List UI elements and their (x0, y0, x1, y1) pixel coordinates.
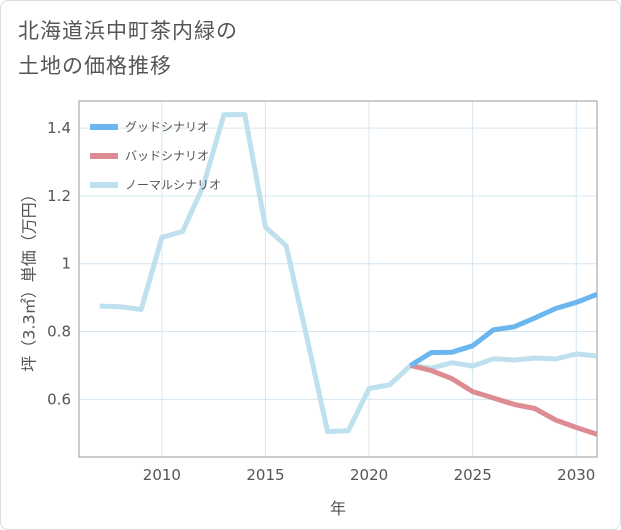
chart-title-line-1: 北海道浜中町茶内緑の (18, 19, 238, 43)
chart-title: 北海道浜中町茶内緑の 土地の価格推移 (18, 14, 238, 84)
x-tick-label: 2020 (350, 466, 388, 484)
legend-label: グッドシナリオ (125, 120, 209, 134)
grid (79, 101, 597, 457)
x-tick-label: 2030 (557, 466, 595, 484)
chart-title-line-2: 土地の価格推移 (18, 54, 172, 78)
plot-area-border (78, 100, 598, 458)
y-axis-title: 坪（3.3㎡）単価（万円） (20, 186, 39, 371)
y-tick-label: 1 (61, 255, 71, 273)
x-tick-label: 2010 (143, 466, 181, 484)
series-line-1 (409, 363, 598, 437)
y-tick-label: 1.4 (47, 119, 71, 137)
tick-labels: 2010 2015 2020 2025 2030 0.6 0.8 1 1.2 1.4 (47, 119, 595, 484)
series-line-2 (99, 112, 598, 435)
legend-label: ノーマルシナリオ (125, 178, 221, 192)
y-tick-label: 0.8 (47, 323, 71, 341)
series-line-0 (409, 291, 598, 368)
x-axis-title: 年 (330, 499, 346, 518)
x-tick-label: 2025 (454, 466, 492, 484)
x-tick-label: 2015 (246, 466, 284, 484)
legend-label: バッドシナリオ (125, 149, 209, 163)
series-lines (99, 112, 598, 437)
y-tick-label: 1.2 (47, 187, 71, 205)
y-tick-label: 0.6 (47, 390, 71, 408)
